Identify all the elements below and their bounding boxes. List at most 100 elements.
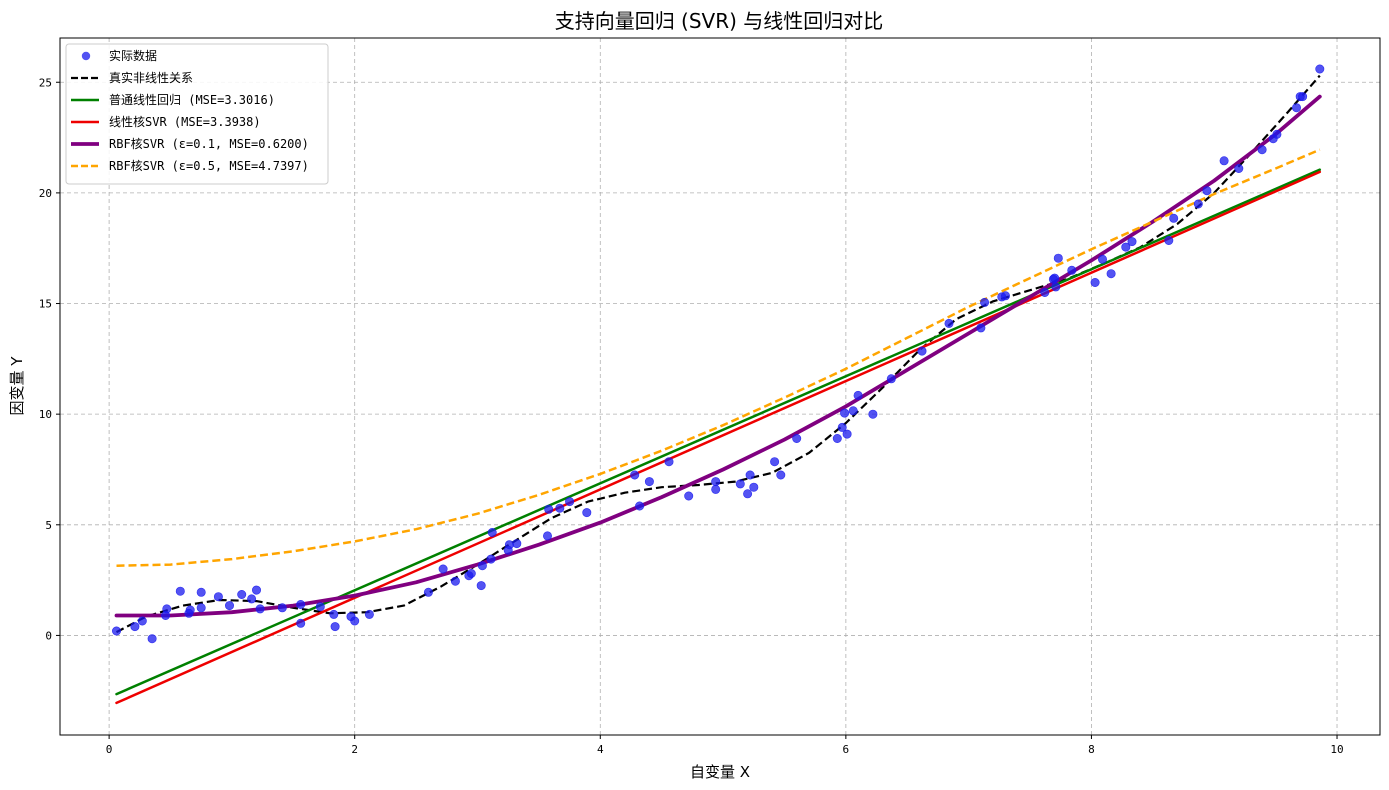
grid xyxy=(60,38,1380,735)
data-point xyxy=(438,564,448,574)
data-point xyxy=(743,489,753,499)
x-tick-label: 4 xyxy=(597,743,604,756)
data-point xyxy=(832,433,842,443)
data-point xyxy=(776,470,786,480)
data-point xyxy=(213,592,223,602)
data-point xyxy=(450,576,460,586)
data-point xyxy=(329,609,339,619)
data-point xyxy=(1257,145,1267,155)
data-point xyxy=(1106,269,1116,279)
data-point xyxy=(196,603,206,613)
data-point xyxy=(252,585,262,595)
data-point xyxy=(196,587,206,597)
data-point xyxy=(162,604,172,614)
data-point xyxy=(247,594,257,604)
data-point xyxy=(1098,254,1108,264)
data-point xyxy=(542,531,552,541)
data-point xyxy=(185,605,195,615)
data-point xyxy=(423,587,433,597)
data-point xyxy=(582,508,592,518)
data-point xyxy=(917,346,927,356)
series-line-3 xyxy=(114,94,1322,618)
data-point xyxy=(684,491,694,501)
legend-label: 实际数据 xyxy=(109,48,157,63)
data-point xyxy=(735,479,745,489)
series-line-4 xyxy=(116,148,1321,567)
y-axis-label: 因变量 Y xyxy=(8,356,26,416)
data-point xyxy=(486,554,496,564)
data-point xyxy=(840,408,850,418)
data-point xyxy=(1292,103,1302,113)
data-point xyxy=(1272,129,1282,139)
data-point xyxy=(1164,236,1174,246)
data-point xyxy=(112,626,122,636)
data-point xyxy=(980,297,990,307)
data-point xyxy=(770,457,780,467)
data-point xyxy=(1234,164,1244,174)
data-point xyxy=(1067,265,1077,275)
legend-marker xyxy=(81,51,91,61)
y-tick-label: 5 xyxy=(45,519,52,532)
y-tick-label: 25 xyxy=(39,76,52,89)
data-point xyxy=(1090,277,1100,287)
series-line-2 xyxy=(115,170,1322,705)
data-point xyxy=(1000,291,1010,301)
data-point xyxy=(512,539,522,549)
data-point xyxy=(237,589,247,599)
data-point xyxy=(315,602,325,612)
data-point xyxy=(466,568,476,578)
data-point xyxy=(745,470,755,480)
data-point xyxy=(504,540,514,550)
data-point xyxy=(1050,273,1060,283)
data-point xyxy=(330,622,340,632)
legend-label: 真实非线性关系 xyxy=(109,70,193,85)
data-point xyxy=(1040,287,1050,297)
plot-frame xyxy=(59,37,1381,736)
data-point xyxy=(1315,64,1325,74)
y-tick-label: 20 xyxy=(39,187,52,200)
data-point xyxy=(364,609,374,619)
data-point xyxy=(664,457,674,467)
data-point xyxy=(868,409,878,419)
data-point xyxy=(225,601,235,611)
data-point xyxy=(886,374,896,384)
data-point xyxy=(749,482,759,492)
data-point xyxy=(1298,92,1308,102)
x-tick-label: 8 xyxy=(1088,743,1095,756)
legend-label: 线性核SVR (MSE=3.3938) xyxy=(109,115,261,129)
data-point xyxy=(1051,282,1061,292)
data-point xyxy=(1202,186,1212,196)
y-tick-label: 15 xyxy=(39,298,52,311)
y-tick-label: 10 xyxy=(39,408,52,421)
data-point xyxy=(1193,199,1203,209)
data-point xyxy=(792,433,802,443)
data-point xyxy=(1127,237,1137,247)
data-point xyxy=(842,429,852,439)
x-axis-label: 自变量 X xyxy=(690,763,750,781)
legend-label: 普通线性回归 (MSE=3.3016) xyxy=(109,93,275,107)
data-point xyxy=(853,390,863,400)
x-tick-label: 2 xyxy=(351,743,358,756)
data-point xyxy=(630,470,640,480)
data-point xyxy=(296,618,306,628)
data-point xyxy=(1169,213,1179,223)
x-axis-ticks: 0 2 4 6 8 10 xyxy=(106,735,1344,756)
data-point xyxy=(837,422,847,432)
x-tick-label: 0 xyxy=(106,743,113,756)
data-point xyxy=(848,406,858,416)
data-point xyxy=(565,497,575,507)
data-point xyxy=(255,604,265,614)
data-point xyxy=(477,561,487,571)
data-point xyxy=(175,586,185,596)
data-point xyxy=(137,616,147,626)
data-point xyxy=(711,477,721,487)
data-point xyxy=(544,504,554,514)
data-point xyxy=(296,599,306,609)
data-point xyxy=(1219,156,1229,166)
data-point xyxy=(1121,242,1131,252)
data-point xyxy=(277,603,287,613)
legend-label: RBF核SVR (ε=0.5, MSE=4.7397) xyxy=(109,159,309,173)
data-point xyxy=(130,622,140,632)
data-point xyxy=(976,323,986,333)
